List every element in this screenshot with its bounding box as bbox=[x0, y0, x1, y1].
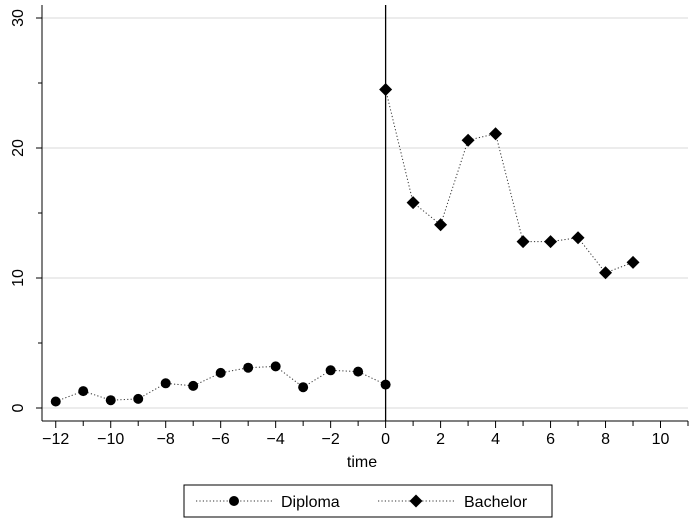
x-ticks: −12 −10 −8 −6 −4 −2 0 2 4 6 8 10 bbox=[42, 421, 689, 448]
gridlines bbox=[42, 17, 688, 409]
legend-marker-bachelor bbox=[409, 494, 423, 508]
data-point-bachelor bbox=[516, 235, 530, 249]
data-point-bachelor bbox=[461, 133, 475, 147]
y-tick-label: 10 bbox=[10, 269, 27, 287]
legend-label-bachelor: Bachelor bbox=[464, 494, 528, 511]
legend-marker-diploma bbox=[229, 496, 239, 506]
data-point-diploma bbox=[133, 393, 144, 404]
y-ticks: 0 10 20 30 bbox=[10, 9, 42, 412]
data-point-diploma bbox=[243, 362, 254, 373]
x-tick-label: −10 bbox=[97, 431, 124, 448]
x-tick-label: 8 bbox=[601, 431, 610, 448]
x-tick-label: 2 bbox=[436, 431, 445, 448]
x-tick-label: −12 bbox=[42, 431, 69, 448]
x-axis-title: time bbox=[347, 454, 377, 471]
data-point-bachelor bbox=[406, 196, 420, 210]
data-point-diploma bbox=[188, 380, 199, 391]
legend: Diploma Bachelor bbox=[183, 484, 553, 518]
legend-label-diploma: Diploma bbox=[281, 494, 340, 511]
x-tick-label: −6 bbox=[212, 431, 230, 448]
data-point-diploma bbox=[50, 396, 61, 407]
data-point-diploma bbox=[353, 366, 364, 377]
series-line-bachelor bbox=[385, 89, 634, 274]
data-point-bachelor bbox=[626, 255, 640, 269]
data-point-diploma bbox=[160, 378, 171, 389]
x-tick-label: 4 bbox=[491, 431, 500, 448]
data-point-bachelor bbox=[544, 235, 558, 249]
x-tick-label: 10 bbox=[652, 431, 670, 448]
series-bachelor bbox=[379, 83, 640, 280]
series-layer bbox=[50, 83, 640, 407]
data-point-diploma bbox=[78, 386, 89, 397]
data-point-diploma bbox=[298, 382, 309, 393]
data-point-diploma bbox=[380, 379, 391, 390]
x-tick-label: 6 bbox=[546, 431, 555, 448]
legend-items: Diploma Bachelor bbox=[196, 494, 528, 511]
data-point-bachelor bbox=[489, 127, 503, 141]
data-point-diploma bbox=[325, 365, 336, 376]
data-point-bachelor bbox=[599, 266, 613, 280]
x-tick-label: −2 bbox=[322, 431, 340, 448]
axes bbox=[41, 5, 688, 422]
data-point-diploma bbox=[105, 395, 116, 406]
data-point-bachelor bbox=[379, 83, 393, 96]
y-tick-label: 30 bbox=[10, 9, 27, 27]
x-tick-label: 0 bbox=[381, 431, 390, 448]
data-point-bachelor bbox=[434, 218, 448, 232]
data-point-diploma bbox=[215, 367, 226, 378]
y-tick-label: 0 bbox=[10, 403, 27, 412]
series-diploma bbox=[50, 361, 391, 407]
x-tick-label: −4 bbox=[267, 431, 285, 448]
data-point-diploma bbox=[270, 361, 281, 372]
x-tick-label: −8 bbox=[157, 431, 175, 448]
legend-box bbox=[183, 484, 553, 518]
data-point-bachelor bbox=[571, 231, 585, 245]
y-tick-label: 20 bbox=[10, 139, 27, 157]
